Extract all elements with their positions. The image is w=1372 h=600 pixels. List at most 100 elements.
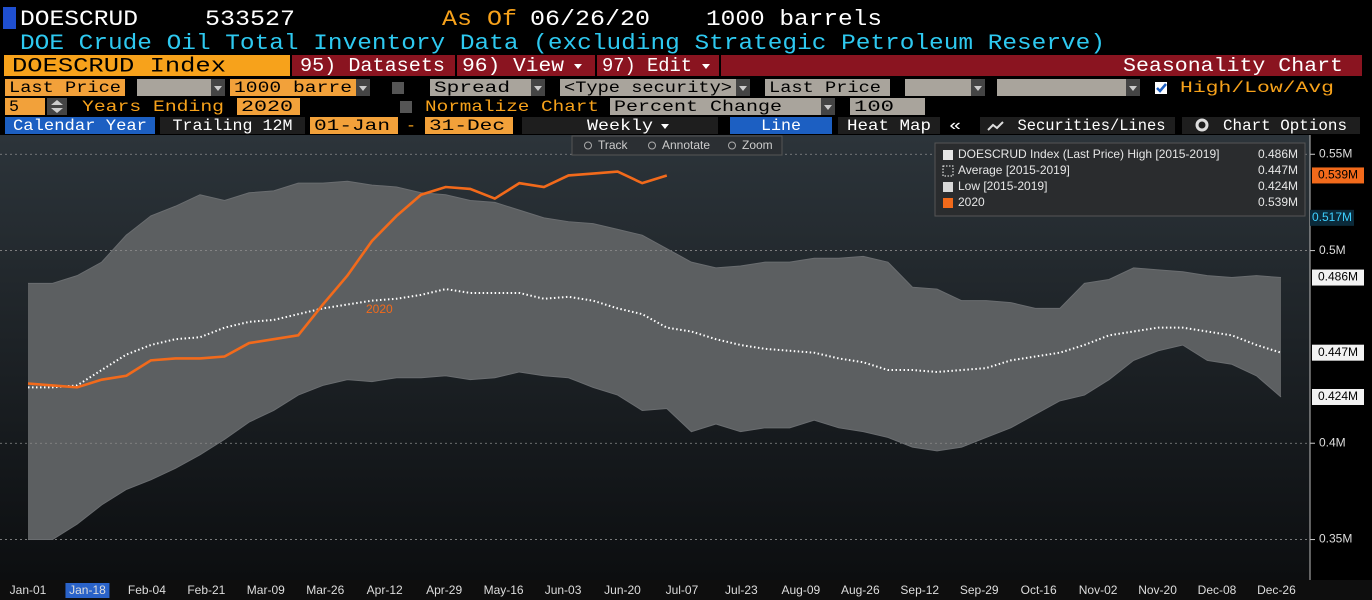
y-tick-label: 0.35M bbox=[1319, 532, 1352, 546]
checkbox[interactable] bbox=[392, 82, 404, 94]
field-text[interactable]: Normalize Chart bbox=[425, 98, 599, 116]
tab-text[interactable]: Chart Options bbox=[1223, 117, 1347, 135]
chart-tool[interactable]: Annotate bbox=[662, 138, 710, 152]
chart-tool[interactable]: Zoom bbox=[742, 138, 773, 152]
tab[interactable] bbox=[980, 117, 1175, 134]
legend-value: 0.539M bbox=[1258, 195, 1298, 209]
x-tick-label: Mar-09 bbox=[247, 583, 285, 597]
x-tick-label: Feb-21 bbox=[187, 583, 225, 597]
crosshair-label: 0.517M bbox=[1312, 210, 1352, 224]
field-text[interactable]: Years Ending bbox=[82, 98, 224, 116]
crosshair-box bbox=[1310, 209, 1354, 226]
field-text[interactable]: High/Low/Avg bbox=[1180, 79, 1334, 97]
tab-text[interactable]: Weekly bbox=[587, 117, 653, 135]
field[interactable] bbox=[5, 79, 125, 96]
value-box bbox=[1312, 269, 1364, 286]
field[interactable] bbox=[5, 98, 45, 115]
field-text[interactable]: Spread bbox=[434, 79, 510, 97]
tab-text[interactable]: Trailing 12M bbox=[173, 117, 293, 135]
x-tick-label: Jun-20 bbox=[604, 583, 641, 597]
x-tick-label: Aug-09 bbox=[781, 583, 820, 597]
dropdown-arrow bbox=[702, 64, 710, 69]
tab-text[interactable]: Heat Map bbox=[847, 117, 931, 135]
menu-bar bbox=[292, 55, 1362, 76]
tab-text[interactable]: 31-Dec bbox=[429, 117, 505, 135]
dropdown-arrow bbox=[739, 86, 747, 91]
legend-label: Low [2015-2019] bbox=[958, 179, 1047, 193]
field[interactable] bbox=[765, 79, 890, 96]
menu-item[interactable]: 96) View bbox=[462, 55, 565, 77]
tab[interactable] bbox=[730, 117, 832, 134]
field[interactable] bbox=[430, 79, 545, 96]
security-box[interactable] bbox=[4, 55, 290, 76]
tab-text[interactable]: Securities/Lines bbox=[1018, 117, 1166, 135]
tab[interactable] bbox=[838, 117, 940, 134]
y-tick-label: 0.5M bbox=[1319, 243, 1346, 257]
tab-text[interactable]: Line bbox=[761, 117, 801, 135]
field[interactable] bbox=[230, 79, 370, 96]
field-text[interactable]: 5 bbox=[9, 98, 19, 116]
menu-item[interactable]: 95) Datasets bbox=[300, 55, 445, 77]
menu-title: Seasonality Chart bbox=[1123, 55, 1343, 77]
field[interactable] bbox=[997, 79, 1140, 96]
checkbox[interactable] bbox=[400, 101, 412, 113]
field[interactable] bbox=[905, 79, 985, 96]
field[interactable] bbox=[137, 79, 225, 96]
field[interactable] bbox=[850, 98, 925, 115]
dropdown-arrow bbox=[574, 64, 582, 69]
tab[interactable] bbox=[160, 117, 305, 134]
field[interactable] bbox=[237, 98, 300, 115]
field-text[interactable]: Percent Change bbox=[614, 98, 782, 116]
tab-text[interactable]: 01-Jan bbox=[314, 117, 390, 135]
tab-text[interactable]: « bbox=[949, 117, 961, 135]
field-text[interactable]: <Type security> bbox=[564, 79, 732, 97]
x-label-highlight bbox=[65, 583, 110, 598]
ticker-id: 533527 bbox=[205, 7, 295, 32]
band-edge bbox=[28, 288, 1282, 389]
legend-value: 0.424M bbox=[1258, 179, 1298, 193]
legend-value: 0.486M bbox=[1258, 147, 1298, 161]
chart-tools bbox=[571, 135, 783, 156]
field-text[interactable]: Last Price bbox=[9, 79, 121, 97]
tab[interactable] bbox=[1182, 117, 1360, 134]
field[interactable] bbox=[610, 98, 835, 115]
field[interactable] bbox=[560, 79, 750, 96]
tab[interactable] bbox=[310, 117, 398, 134]
x-tick-label: Jul-23 bbox=[725, 583, 758, 597]
tab[interactable] bbox=[5, 117, 155, 134]
field-text[interactable]: Last Price bbox=[769, 79, 881, 97]
spinner[interactable] bbox=[47, 98, 67, 115]
tab-text[interactable]: - bbox=[406, 117, 416, 135]
units: 1000 barrels bbox=[706, 7, 882, 32]
ticker-marker bbox=[3, 7, 16, 29]
security: DOESCRUD Index bbox=[12, 55, 226, 78]
x-tick-label: Dec-08 bbox=[1198, 583, 1237, 597]
value-box-label: 0.424M bbox=[1318, 389, 1358, 403]
tool-icon bbox=[648, 141, 656, 150]
dropdown-arrow bbox=[359, 86, 367, 91]
x-tick-label: Oct-16 bbox=[1021, 583, 1057, 597]
legend-label: 2020 bbox=[958, 195, 985, 209]
dropdown-arrow bbox=[534, 86, 542, 91]
legend-swatch bbox=[943, 150, 953, 160]
field-text[interactable]: 1000 barre bbox=[234, 79, 352, 97]
menu-item[interactable]: 97) Edit bbox=[602, 55, 692, 77]
x-tick-label: Jun-03 bbox=[545, 583, 582, 597]
field-text[interactable]: 100 bbox=[854, 98, 894, 116]
x-tick-label: Nov-02 bbox=[1079, 583, 1118, 597]
legend-label: DOESCRUD Index (Last Price) High [2015-2… bbox=[958, 147, 1219, 161]
field-text[interactable]: 2020 bbox=[241, 98, 293, 116]
x-tick-label: Dec-26 bbox=[1257, 583, 1296, 597]
tab[interactable] bbox=[425, 117, 513, 134]
x-tick-label: Apr-12 bbox=[367, 583, 403, 597]
tab-text[interactable]: Calendar Year bbox=[13, 117, 147, 135]
legend-swatch bbox=[942, 165, 954, 177]
x-tick-label: May-16 bbox=[484, 583, 524, 597]
value-box-label: 0.486M bbox=[1318, 270, 1358, 284]
x-tick-label: Sep-12 bbox=[900, 583, 939, 597]
spinner-arrows bbox=[51, 100, 63, 113]
tab[interactable] bbox=[522, 117, 718, 134]
chart-tool[interactable]: Track bbox=[598, 138, 629, 152]
legend-label: Average [2015-2019] bbox=[958, 163, 1070, 177]
dropdown-arrow bbox=[974, 86, 982, 91]
